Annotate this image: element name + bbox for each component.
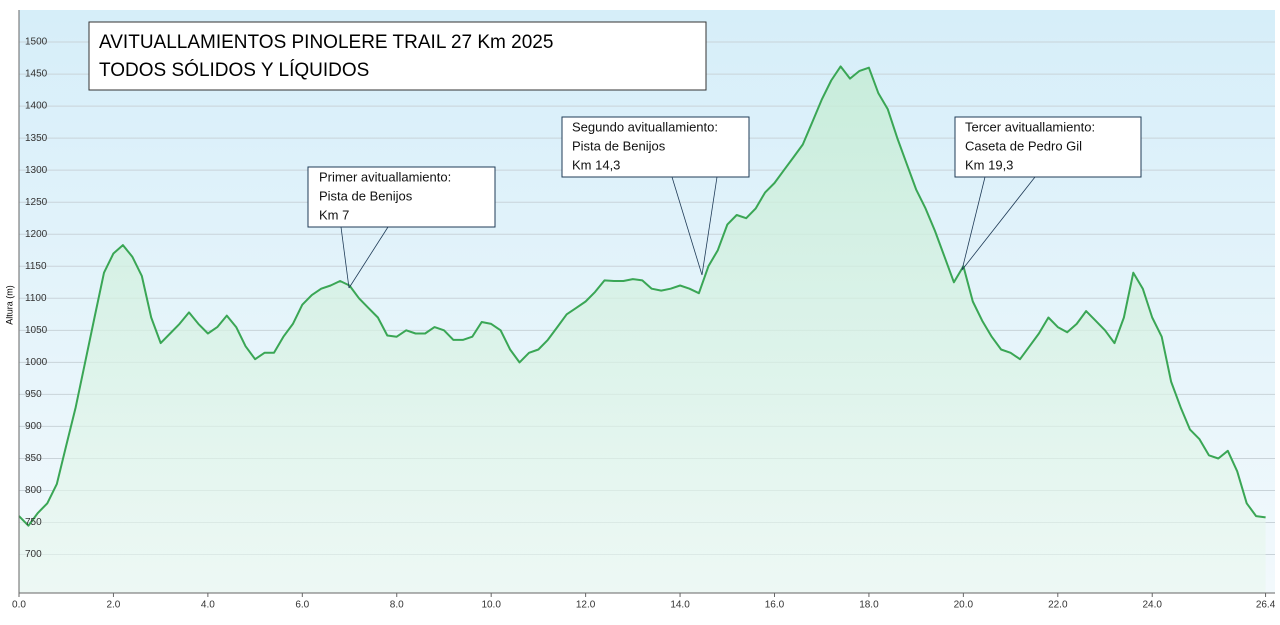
y-tick-label: 1250 bbox=[25, 197, 48, 208]
y-tick-label: 1500 bbox=[25, 37, 48, 48]
annotation-box: Segundo avituallamiento: Pista de Benijo… bbox=[561, 116, 750, 178]
y-tick-label: 1350 bbox=[25, 133, 48, 144]
title-box: AVITUALLAMIENTOS PINOLERE TRAIL 27 Km 20… bbox=[88, 21, 707, 91]
y-tick-label: 800 bbox=[25, 485, 42, 496]
annotation-text: Segundo avituallamiento: bbox=[572, 119, 718, 134]
y-tick-label: 1150 bbox=[25, 261, 47, 272]
y-tick-label: 900 bbox=[25, 421, 42, 432]
annotation-text: Primer avituallamiento: bbox=[319, 169, 451, 184]
y-tick-label: 1200 bbox=[25, 229, 48, 240]
annotation-box: Primer avituallamiento: Pista de Benijos… bbox=[307, 166, 496, 228]
y-tick-label: 1300 bbox=[25, 165, 48, 176]
x-tick-label: 20.0 bbox=[954, 600, 974, 611]
annotation-text: Km 7 bbox=[319, 207, 349, 222]
x-tick-label: 12.0 bbox=[576, 600, 596, 611]
annotation-text: Pista de Benijos bbox=[572, 138, 666, 153]
x-tick-label: 2.0 bbox=[106, 600, 120, 611]
x-tick-label: 6.0 bbox=[295, 600, 309, 611]
y-tick-label: 950 bbox=[25, 389, 42, 400]
chart-subtitle: TODOS SÓLIDOS Y LÍQUIDOS bbox=[99, 59, 369, 81]
elevation-line bbox=[18, 65, 1266, 527]
x-tick-label: 14.0 bbox=[670, 600, 690, 611]
x-tick-label: 22.0 bbox=[1048, 600, 1068, 611]
chart-title: AVITUALLAMIENTOS PINOLERE TRAIL 27 Km 20… bbox=[99, 32, 553, 53]
annotation-text: Km 19,3 bbox=[965, 157, 1013, 172]
y-tick-label: 700 bbox=[25, 549, 42, 560]
y-axis-label: Altura (m) bbox=[4, 285, 14, 325]
x-tick-label: 18.0 bbox=[859, 600, 879, 611]
y-tick-label: 1400 bbox=[25, 101, 48, 112]
elevation-area bbox=[19, 66, 1266, 593]
annotation bbox=[340, 176, 1036, 289]
y-tick-label: 1050 bbox=[25, 325, 48, 336]
x-tick-label: 4.0 bbox=[201, 600, 215, 611]
y-tick-label: 1100 bbox=[25, 293, 47, 304]
annotation-text: Caseta de Pedro Gil bbox=[965, 138, 1082, 153]
x-tick-label: 0.0 bbox=[12, 600, 26, 611]
annotation-box: Tercer avituallamiento: Caseta de Pedro … bbox=[954, 116, 1142, 178]
y-tick-label: 1450 bbox=[25, 69, 48, 80]
x-tick-label: 10.0 bbox=[481, 600, 501, 611]
annotation-text: Pista de Benijos bbox=[319, 188, 413, 203]
y-tick-label: 1000 bbox=[25, 357, 48, 368]
x-tick-label: 16.0 bbox=[765, 600, 785, 611]
y-tick-label: 750 bbox=[25, 517, 42, 528]
annotation-text: Km 14,3 bbox=[572, 157, 620, 172]
x-tick-label: 24.0 bbox=[1142, 600, 1162, 611]
x-tick-label: 26.4 bbox=[1256, 600, 1276, 611]
y-tick-label: 850 bbox=[25, 453, 42, 464]
x-tick-label: 8.0 bbox=[390, 600, 404, 611]
annotation-text: Tercer avituallamiento: bbox=[965, 119, 1095, 134]
